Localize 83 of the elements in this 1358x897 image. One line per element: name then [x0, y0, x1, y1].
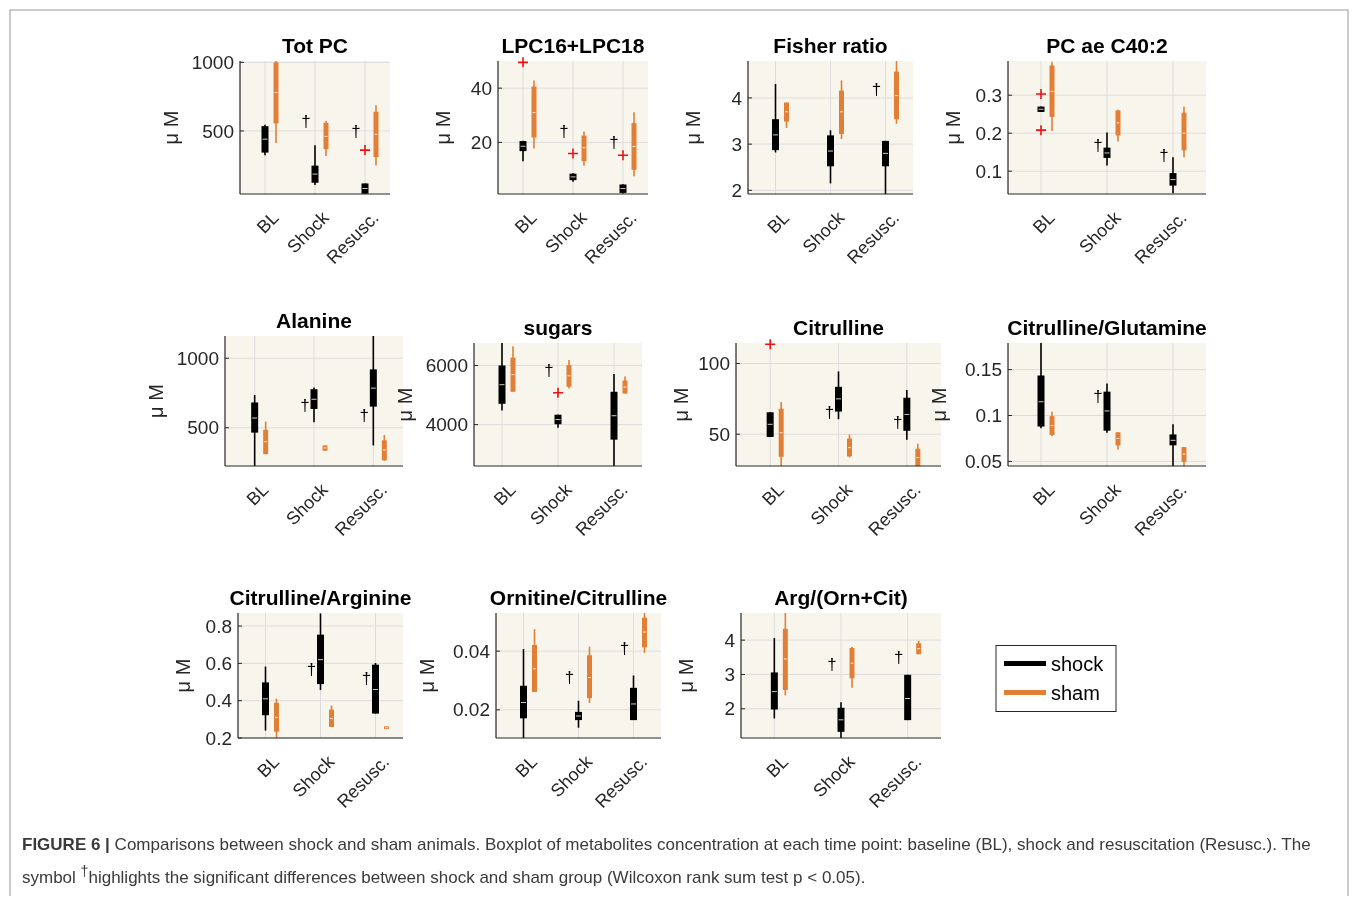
x-tick-label: BL [253, 207, 283, 238]
x-tick-label: BL [490, 479, 520, 510]
annotation: † [893, 412, 903, 432]
y-tick-label: 1000 [191, 52, 234, 74]
annotation: † [564, 667, 575, 687]
chart-title: Arg/(Orn+Cit) [774, 586, 908, 609]
y-tick-label: 0.02 [453, 699, 490, 721]
y-tick-label: 20 [470, 132, 492, 154]
y-axis-title: μ M [394, 387, 416, 422]
chart-title: Citrulline/Arginine [229, 586, 412, 609]
x-tick-label: BL [762, 751, 793, 782]
y-axis-title: μ M [172, 658, 194, 693]
annotation: † [609, 133, 619, 153]
y-tick-label: 0.3 [975, 84, 1002, 106]
annotation: † [544, 361, 554, 381]
y-tick-label: 0.8 [205, 615, 232, 637]
legend-label: shock [1051, 652, 1105, 675]
y-axis-title: μ M [942, 110, 964, 145]
y-tick-label: 3 [731, 133, 742, 155]
y-axis-title: μ M [160, 110, 182, 145]
chart-title: PC ae C40:2 [1046, 34, 1168, 57]
y-tick-label: 500 [187, 417, 219, 439]
x-tick-label: BL [511, 751, 542, 782]
y-axis-title: μ M [675, 658, 697, 693]
annotation: † [559, 122, 569, 142]
annotation: † [1159, 146, 1169, 166]
y-tick-label: 0.1 [975, 405, 1002, 427]
y-tick-label: 100 [698, 353, 730, 375]
chart-title: Tot PC [281, 34, 349, 57]
chart-title: LPC16+LPC18 [501, 34, 645, 57]
y-tick-label: 50 [708, 423, 730, 445]
annotation: † [824, 402, 835, 422]
annotation: † [871, 79, 882, 99]
y-tick-label: 6000 [425, 355, 468, 377]
x-tick-label: BL [763, 207, 794, 238]
y-tick-label: 0.6 [205, 653, 232, 675]
x-tick-label: BL [1029, 479, 1059, 510]
y-axis-title: μ M [432, 110, 454, 145]
y-tick-label: 0.2 [975, 122, 1002, 144]
y-axis-title: μ M [145, 384, 167, 418]
annotation: † [301, 111, 311, 131]
annotation: † [1093, 135, 1103, 155]
x-tick-label: BL [1029, 207, 1059, 238]
annotation: † [306, 660, 317, 680]
chart-title: Citrulline [792, 316, 885, 339]
y-tick-label: 0.15 [965, 359, 1002, 381]
y-tick-label: 0.4 [205, 690, 233, 712]
y-tick-label: 40 [470, 77, 492, 99]
x-tick-label: BL [253, 751, 284, 782]
y-tick-label: 500 [202, 120, 234, 142]
legend-label: sham [1051, 681, 1100, 704]
y-tick-label: 4 [731, 87, 743, 109]
y-tick-label: 4000 [425, 414, 468, 436]
chart-title: Fisher ratio [773, 34, 888, 57]
y-tick-label: 0.2 [205, 727, 232, 749]
y-tick-label: 2 [731, 179, 742, 201]
x-tick-label: BL [758, 479, 788, 510]
annotation: † [619, 638, 630, 658]
y-axis-title: μ M [670, 387, 692, 422]
chart-title: sugars [523, 316, 593, 339]
chart-title: Citrulline/Glutamine [1007, 316, 1207, 339]
annotation: † [1093, 386, 1103, 406]
annotation: † [359, 406, 370, 426]
y-tick-label: 2 [724, 698, 735, 720]
annotation: † [351, 122, 361, 142]
x-tick-label: BL [511, 207, 541, 238]
y-axis-title: μ M [416, 658, 438, 693]
annotation: † [361, 668, 372, 688]
y-tick-label: 3 [724, 664, 735, 686]
y-tick-label: 1000 [176, 347, 219, 369]
chart-title: Alanine [276, 309, 352, 332]
annotation: † [827, 655, 837, 675]
x-tick-label: BL [242, 479, 273, 510]
text: FIGURE 6 | Comparisons between shock and sham animals. Boxplot of metabolites concentration at each time point: baseline (BL), shock and resuscitation (Resusc.). The symbol $^{†}$highlights the significant differences between shock and sham group (Wilcoxon rank sum test p < 0.05). [22, 835, 1311, 887]
y-tick-label: 4 [724, 629, 736, 651]
y-tick-label: 0.04 [453, 640, 491, 662]
y-tick-label: 0.1 [975, 160, 1002, 182]
annotation: † [893, 647, 904, 667]
y-axis-title: μ M [682, 110, 704, 145]
chart-title: Ornitine/Citrulline [489, 586, 668, 609]
y-tick-label: 0.05 [965, 451, 1002, 473]
annotation: † [300, 395, 310, 415]
y-axis-title: μ M [928, 387, 950, 422]
